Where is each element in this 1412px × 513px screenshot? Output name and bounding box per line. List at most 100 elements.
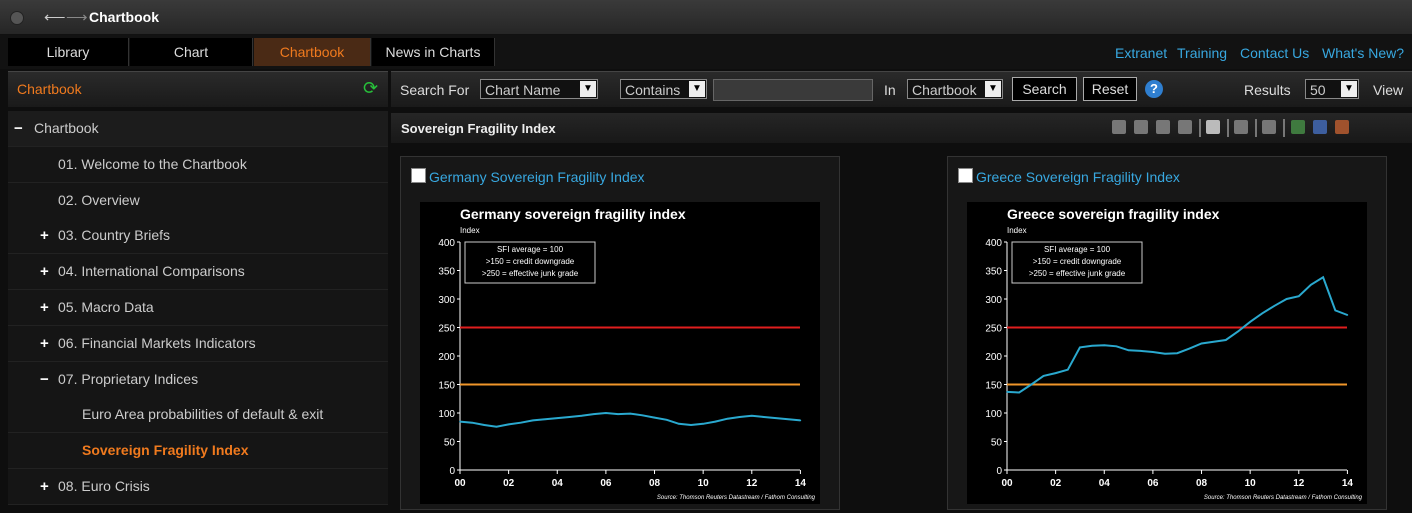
tree-item[interactable]: +08. Euro Crisis	[8, 469, 388, 505]
tree-item[interactable]: Sovereign Fragility Index	[8, 433, 388, 470]
tree-item[interactable]: 02. Overview	[8, 182, 388, 219]
tree-item[interactable]: +06. Financial Markets Indicators	[8, 325, 388, 362]
folder-icon[interactable]	[1112, 120, 1126, 134]
forward-arrow-icon[interactable]: ⟶	[66, 9, 88, 26]
legend-text: >250 = effective junk grade	[482, 269, 579, 278]
expand-icon[interactable]: +	[40, 478, 49, 495]
contact-us-link[interactable]: Contact Us	[1240, 45, 1310, 61]
results-select-value: 50	[1310, 82, 1326, 98]
collapse-icon[interactable]: −	[14, 120, 23, 137]
tree-item[interactable]: +03. Country Briefs	[8, 218, 388, 255]
data-point	[702, 423, 704, 425]
data-point	[592, 413, 595, 415]
data-point	[775, 417, 777, 419]
training-link[interactable]: Training	[1177, 45, 1228, 61]
tab-library[interactable]: Library	[8, 38, 129, 66]
tree-item[interactable]: +04. International Comparisons	[8, 254, 388, 291]
y-tick-label: 150	[985, 381, 1002, 392]
data-point	[1054, 372, 1057, 374]
x-tick-label: 10	[698, 478, 710, 489]
data-point	[1152, 351, 1154, 353]
collapse-icon[interactable]: −	[40, 370, 49, 388]
data-point	[665, 419, 668, 421]
window-control-icon[interactable]	[10, 11, 24, 25]
word-icon[interactable]	[1313, 120, 1327, 134]
select-checkbox[interactable]	[411, 168, 426, 183]
y-tick-label: 250	[438, 324, 455, 335]
tree-item[interactable]: +05. Macro Data	[8, 290, 388, 326]
x-tick-label: 12	[746, 478, 758, 489]
sidebar-header: Chartbook ⟳	[8, 71, 388, 107]
tab-chartbook[interactable]: Chartbook	[254, 38, 371, 66]
copy-icon[interactable]	[1134, 120, 1148, 134]
y-tick-label: 250	[985, 324, 1002, 335]
y-tick-label: 300	[985, 295, 1002, 306]
data-point	[726, 417, 729, 420]
tree-item[interactable]: −07. Proprietary Indices	[8, 361, 388, 398]
expand-icon[interactable]: +	[40, 263, 49, 281]
tree-item-label: 03. Country Briefs	[58, 227, 171, 244]
tab-bar: Library Chart Chartbook News in Charts	[0, 35, 1412, 69]
in-select[interactable]: Chartbook ▼	[907, 79, 1003, 99]
tree-item[interactable]: 01. Welcome to the Chartbook	[8, 146, 388, 183]
expand-icon[interactable]: +	[40, 334, 49, 352]
tree-item-label: 06. Financial Markets Indicators	[58, 334, 256, 351]
dropdown-arrow-icon[interactable]: ▼	[689, 81, 705, 97]
data-point	[1310, 283, 1312, 286]
tree-item-label: 05. Macro Data	[58, 299, 154, 315]
tree-item[interactable]: − Chartbook	[8, 111, 388, 147]
refresh-icon[interactable]: ⟳	[363, 78, 379, 98]
delete-icon[interactable]	[1178, 120, 1192, 134]
data-point	[532, 419, 534, 422]
excel-icon[interactable]	[1291, 120, 1305, 134]
print-icon[interactable]	[1206, 120, 1220, 134]
data-point	[763, 416, 765, 418]
y-tick-label: 0	[449, 466, 455, 477]
select-checkbox[interactable]	[958, 168, 973, 183]
data-point	[617, 413, 619, 415]
y-tick-label: 50	[991, 438, 1003, 449]
expand-icon[interactable]: +	[40, 227, 49, 245]
back-arrow-icon[interactable]: ⟵	[44, 9, 66, 26]
mode-select-value: Contains	[625, 82, 681, 98]
expand-icon[interactable]: +	[40, 299, 49, 316]
data-point	[653, 416, 656, 419]
whats-new-link[interactable]: What's New?	[1322, 45, 1405, 61]
powerpoint-icon[interactable]	[1335, 120, 1349, 134]
x-tick-label: 10	[1245, 478, 1257, 489]
data-point	[678, 423, 680, 425]
data-point	[568, 416, 571, 418]
chart-card-greece: Greece Sovereign Fragility Index Greece …	[947, 156, 1387, 510]
dropdown-arrow-icon[interactable]: ▼	[1341, 81, 1357, 97]
bar-chart-icon[interactable]	[1262, 120, 1276, 134]
tree-item-label: 02. Overview	[58, 191, 140, 208]
tree-item[interactable]: Euro Area probabilities of default & exi…	[8, 397, 388, 434]
field-select[interactable]: Chart Name ▼	[480, 79, 598, 99]
paste-icon[interactable]	[1156, 120, 1170, 134]
tab-news-in-charts[interactable]: News in Charts	[372, 38, 495, 66]
extranet-link[interactable]: Extranet	[1115, 45, 1168, 61]
mode-select[interactable]: Contains ▼	[620, 79, 707, 99]
data-point	[605, 412, 607, 414]
chart-link[interactable]: Germany Sovereign Fragility Index	[429, 169, 645, 185]
tree-item-label: Sovereign Fragility Index	[82, 442, 249, 459]
legend-text: SFI average = 100	[1044, 245, 1111, 254]
x-tick-label: 00	[1001, 478, 1013, 489]
search-button[interactable]: Search	[1012, 77, 1077, 101]
dropdown-arrow-icon[interactable]: ▼	[580, 81, 596, 97]
chart-germany: Germany sovereign fragility index Index 0 5…	[420, 202, 820, 504]
legend-text: >150 = credit downgrade	[486, 257, 575, 266]
reset-button[interactable]: Reset	[1083, 77, 1137, 101]
chart-link[interactable]: Greece Sovereign Fragility Index	[976, 169, 1180, 185]
data-point	[1079, 346, 1081, 349]
data-point	[690, 424, 692, 426]
tab-chart[interactable]: Chart	[130, 38, 253, 66]
help-icon[interactable]: ?	[1145, 80, 1163, 98]
edit-icon[interactable]	[1234, 120, 1248, 134]
search-input[interactable]	[713, 79, 873, 101]
dropdown-arrow-icon[interactable]: ▼	[985, 81, 1001, 97]
tree-item-label: 07. Proprietary Indices	[58, 370, 199, 387]
data-point	[519, 421, 522, 424]
chart-greece: Greece sovereign fragility index Index 0 50…	[967, 202, 1367, 504]
results-select[interactable]: 50 ▼	[1305, 79, 1359, 99]
